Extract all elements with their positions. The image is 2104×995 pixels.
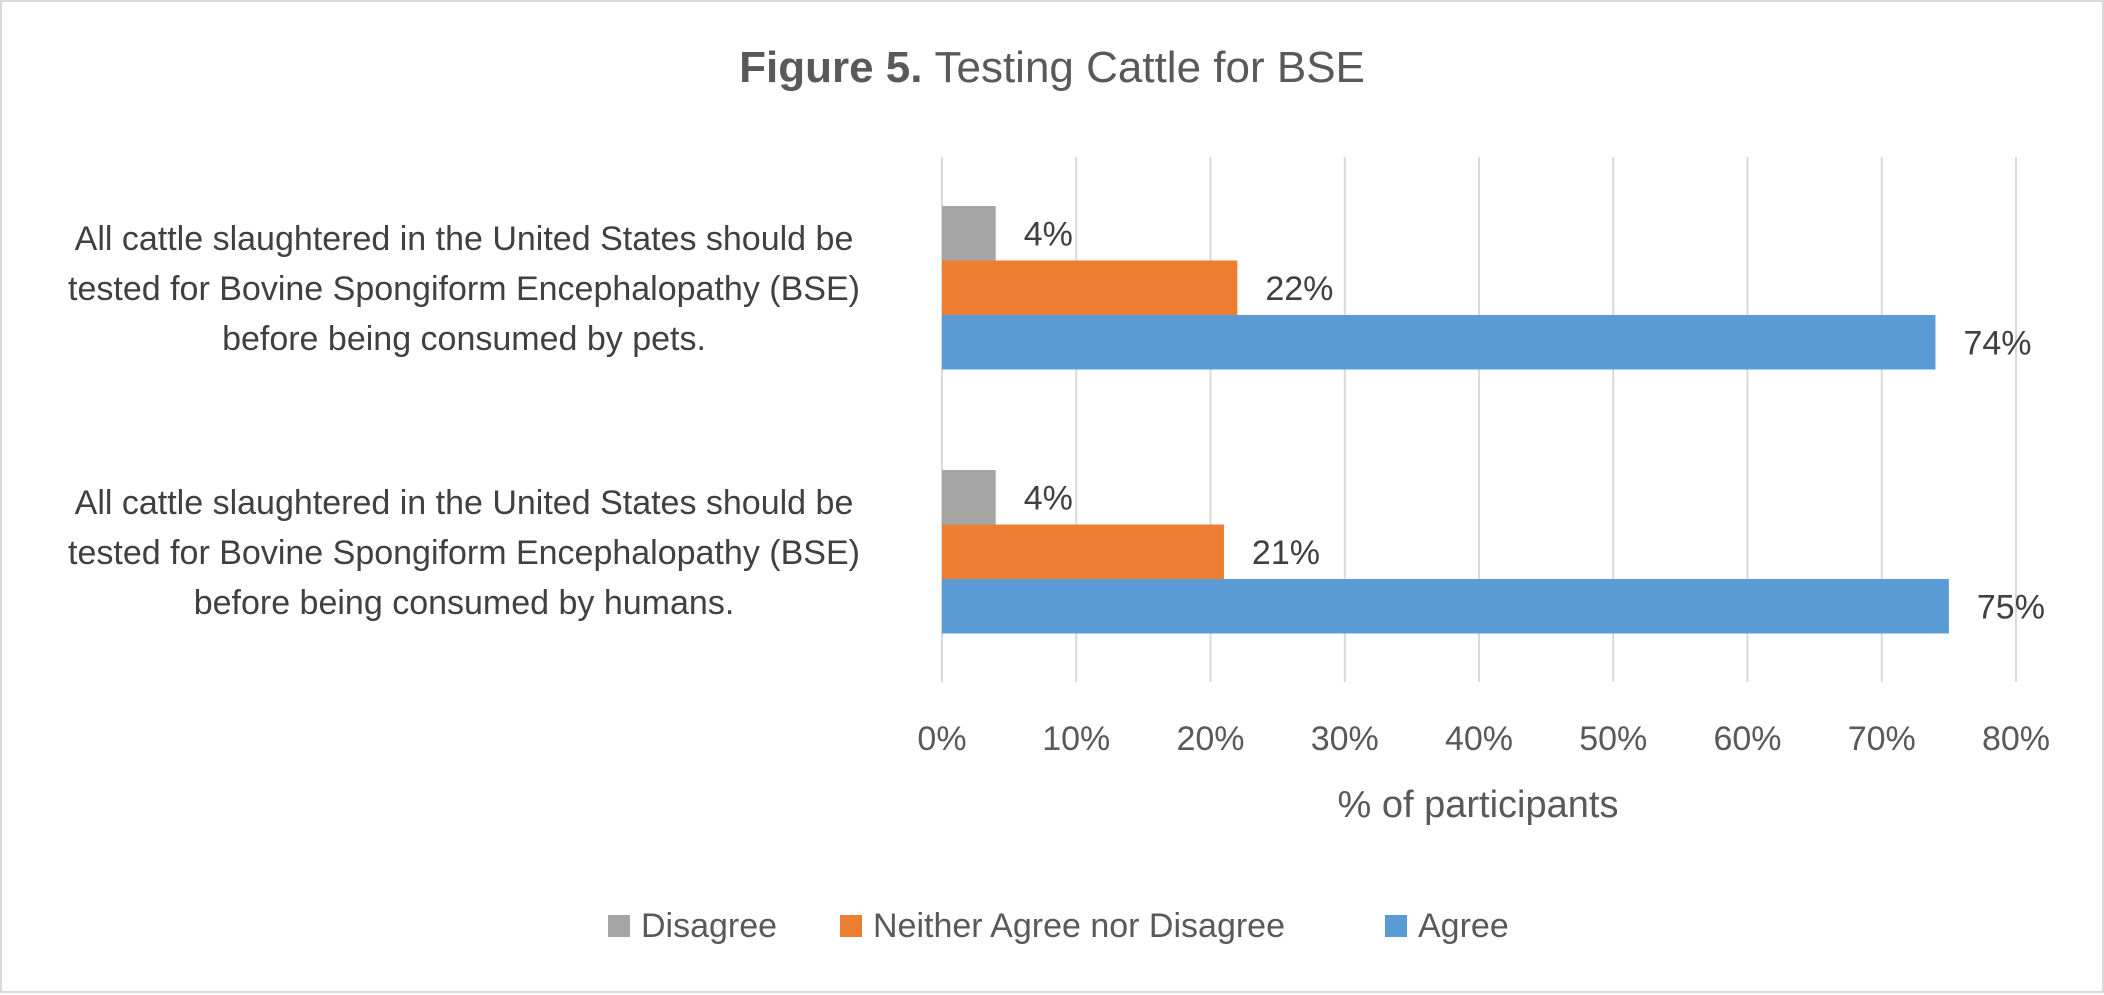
category-label-line: All cattle slaughtered in the United Sta… [75, 220, 854, 258]
data-label: 22% [1265, 270, 1333, 308]
category-label-line: before being consumed by pets. [222, 320, 706, 358]
legend-swatch [840, 915, 862, 937]
data-label: 75% [1977, 588, 2045, 626]
legend-label: Disagree [641, 907, 777, 945]
x-tick-label: 80% [1982, 720, 2050, 758]
x-tick-label: 70% [1848, 720, 1916, 758]
legend-label: Neither Agree nor Disagree [873, 907, 1285, 945]
bar [942, 315, 1936, 370]
x-tick-labels: 0% 10% 20% 30% 40% 50% 60% 70% 80% [917, 720, 2050, 758]
bar [942, 524, 1224, 579]
x-axis-title: % of participants [1338, 784, 1619, 826]
category-label-line: All cattle slaughtered in the United Sta… [75, 484, 854, 522]
x-tick-label: 40% [1445, 720, 1513, 758]
chart-title-bold: Figure 5. [739, 43, 922, 92]
data-label: 4% [1024, 479, 1073, 517]
legend-swatch [1385, 915, 1407, 937]
category-label-line: tested for Bovine Spongiform Encephalopa… [68, 534, 860, 572]
category-label-line: tested for Bovine Spongiform Encephalopa… [68, 270, 860, 308]
legend: Disagree Neither Agree nor Disagree Agree [608, 907, 1509, 945]
chart-title-rest: Testing Cattle for BSE [934, 43, 1364, 92]
data-label: 74% [1963, 324, 2031, 362]
x-tick-label: 50% [1579, 720, 1647, 758]
x-tick-label: 0% [917, 720, 966, 758]
bar [942, 579, 1949, 634]
bar [942, 260, 1238, 315]
data-label: 21% [1252, 534, 1320, 572]
legend-swatch [608, 915, 630, 937]
x-tick-label: 30% [1311, 720, 1379, 758]
legend-label: Agree [1418, 907, 1509, 945]
bar [942, 470, 996, 525]
x-tick-label: 20% [1176, 720, 1244, 758]
data-label: 4% [1024, 215, 1073, 253]
category-label-line: before being consumed by humans. [194, 584, 735, 622]
bars: 4% 22% 74% 4% 21% 75% [942, 206, 2045, 634]
gridlines [941, 157, 2017, 682]
x-tick-label: 60% [1713, 720, 1781, 758]
x-tick-label: 10% [1042, 720, 1110, 758]
category-labels: All cattle slaughtered in the United Sta… [68, 220, 860, 622]
chart-title: Figure 5. Testing Cattle for BSE [739, 43, 1365, 92]
bar [942, 206, 996, 261]
